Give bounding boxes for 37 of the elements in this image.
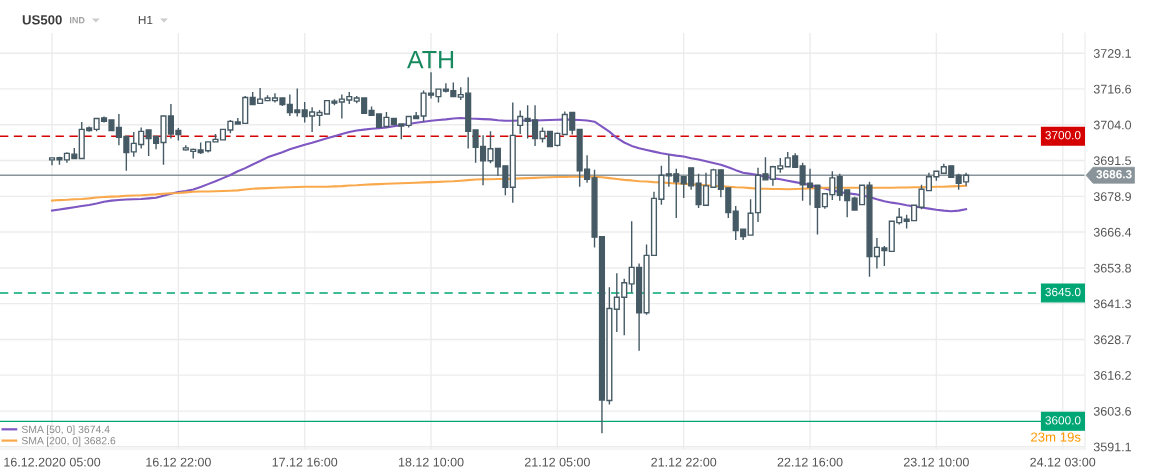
- x-tick-label: 18.12 10:00: [398, 457, 464, 467]
- candlestick: [517, 109, 524, 135]
- x-tick-label: 17.12 16:00: [272, 457, 338, 467]
- y-tick-label: 3691.5: [1093, 156, 1132, 166]
- legend-label: SMA [50, 0] 3674.4: [21, 425, 110, 436]
- chart-title: US500: [22, 15, 62, 25]
- y-tick-label: 3729.1: [1093, 49, 1131, 58]
- ref-line-label: 3645.0: [1045, 287, 1081, 297]
- y-tick-label: 3641.3: [1093, 299, 1132, 309]
- x-tick-label: 21.12 05:00: [524, 457, 590, 467]
- x-tick-label: 22.12 16:00: [777, 457, 843, 467]
- ref-line-label: 3686.3: [1096, 170, 1132, 179]
- text: IND: [69, 17, 85, 24]
- legend-label: SMA [200, 0] 3682.6: [21, 436, 116, 447]
- line-series: [50, 116, 968, 213]
- x-tick-label: 16.12.2020 05:00: [4, 457, 101, 467]
- x-tick-label: 21.12 22:00: [651, 457, 717, 467]
- y-tick-label: 3716.6: [1093, 84, 1132, 94]
- y-tick-label: 3653.8: [1093, 263, 1132, 273]
- x-tick-label: 24.12 03:00: [1030, 457, 1096, 467]
- y-tick-label: 3591.1: [1093, 442, 1131, 452]
- ref-line-label: 3600.0: [1045, 416, 1081, 425]
- annotation: 23m 19s: [1031, 432, 1081, 442]
- y-tick-label: 3603.6: [1093, 406, 1132, 416]
- x-tick-label: 23.12 10:00: [903, 457, 969, 467]
- y-tick-label: 3704.0: [1093, 120, 1132, 130]
- candlestick: [509, 101, 516, 204]
- annotation: ATH: [407, 50, 454, 69]
- ref-line-label: 3700.0: [1045, 131, 1081, 140]
- y-tick-label: 3666.4: [1093, 227, 1132, 237]
- y-tick-label: 3616.2: [1093, 370, 1131, 380]
- line-series: [50, 175, 968, 202]
- y-tick-label: 3678.9: [1093, 192, 1131, 202]
- candlestick: [747, 198, 754, 236]
- y-tick-label: 3628.7: [1093, 335, 1131, 345]
- text: H1: [138, 15, 153, 25]
- x-tick-label: 16.12 22:00: [146, 457, 211, 467]
